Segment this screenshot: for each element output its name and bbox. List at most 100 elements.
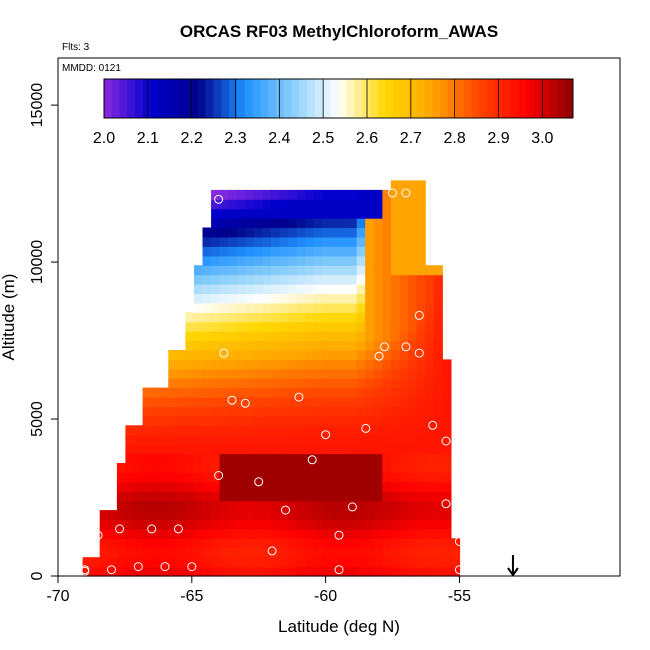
heatmap-cell — [296, 189, 306, 200]
heatmap-cell — [245, 415, 255, 426]
heatmap-cells — [82, 180, 461, 577]
heatmap-cell — [236, 331, 246, 342]
colorbar-swatch — [346, 79, 355, 118]
heatmap-cell — [219, 189, 229, 200]
heatmap-cell — [416, 274, 426, 285]
colorbar-swatch — [229, 79, 238, 118]
heatmap-cell — [253, 453, 264, 464]
heatmap-cell — [125, 566, 135, 577]
heatmap-cell — [202, 312, 212, 323]
heatmap-cell — [433, 500, 443, 511]
heatmap-cell — [348, 415, 358, 426]
heatmap-cell — [236, 227, 246, 238]
sample-point — [133, 562, 143, 572]
heatmap-cell — [228, 331, 238, 342]
heatmap-cell — [194, 481, 204, 492]
heatmap-cell — [416, 557, 426, 568]
heatmap-cell — [348, 236, 358, 247]
heatmap-cell — [348, 481, 358, 492]
heatmap-cell — [219, 444, 229, 455]
heatmap-cell — [271, 236, 281, 247]
heatmap-cell — [271, 519, 281, 530]
heatmap-cell — [211, 284, 221, 294]
heatmap-cell — [279, 274, 289, 285]
heatmap-cell — [262, 199, 272, 210]
heatmap-cell — [253, 227, 264, 238]
heatmap-cell — [382, 387, 392, 398]
heatmap-cell — [253, 208, 264, 219]
heatmap-cell — [416, 434, 426, 445]
heatmap-cell — [168, 444, 178, 455]
heatmap-cell — [339, 538, 349, 549]
heatmap-cell — [305, 547, 315, 558]
heatmap-cell — [390, 547, 401, 558]
heatmap-cell — [322, 189, 332, 200]
heatmap-cell — [176, 538, 186, 549]
heatmap-cell — [313, 274, 323, 285]
heatmap-cell — [408, 425, 418, 436]
heatmap-cell — [373, 255, 383, 266]
heatmap-cell — [416, 481, 426, 492]
heatmap-cell — [236, 510, 246, 521]
heatmap-cell — [425, 510, 435, 521]
heatmap-cell — [159, 463, 169, 473]
heatmap-cell — [142, 547, 152, 558]
heatmap-cell — [168, 463, 178, 473]
heatmap-cell — [253, 387, 264, 398]
heatmap-cell — [271, 284, 281, 294]
heatmap-cell — [373, 246, 383, 257]
heatmap-cell — [185, 547, 195, 558]
heatmap-cell — [365, 350, 375, 360]
heatmap-cell — [253, 312, 264, 323]
heatmap-cell — [373, 472, 383, 483]
heatmap-cell — [125, 528, 135, 539]
heatmap-cell — [408, 236, 418, 247]
heatmap-cell — [433, 312, 443, 323]
heatmap-cell — [305, 227, 315, 238]
heatmap-cell — [339, 274, 349, 285]
colorbar-swatch — [189, 79, 199, 118]
heatmap-cell — [390, 350, 401, 360]
heatmap-cell — [433, 434, 443, 445]
plot-frame — [57, 57, 621, 577]
heatmap-cell — [408, 359, 418, 370]
heatmap-cell — [313, 255, 323, 266]
sample-point — [147, 524, 157, 534]
heatmap-cell — [142, 453, 152, 464]
heatmap-cell — [228, 434, 238, 445]
heatmap-cell — [331, 236, 341, 247]
heatmap-cell — [390, 538, 401, 549]
heatmap-cell — [271, 350, 281, 360]
heatmap-cell — [262, 397, 272, 408]
colorbar-swatch — [322, 79, 332, 118]
heatmap-cell — [399, 236, 409, 247]
heatmap-cell — [322, 547, 332, 558]
heatmap-cell — [365, 199, 375, 210]
colorbar-swatch — [440, 79, 449, 118]
heatmap-cell — [313, 321, 323, 332]
heatmap-cell — [219, 199, 229, 210]
heatmap-cell — [271, 434, 281, 445]
heatmap-cell — [339, 265, 349, 276]
heatmap-cell — [185, 528, 195, 539]
heatmap-cell — [416, 510, 426, 521]
heatmap-cell — [390, 397, 401, 408]
heatmap-cell — [279, 453, 289, 464]
heatmap-cell — [125, 519, 135, 530]
heatmap-cell — [279, 227, 289, 238]
heatmap-cell — [91, 566, 101, 577]
heatmap-cell — [271, 491, 281, 502]
heatmap-cell — [219, 500, 229, 511]
heatmap-cell — [322, 378, 332, 389]
heatmap-cell — [194, 340, 204, 351]
heatmap-cell — [236, 538, 246, 549]
heatmap-cell — [228, 566, 238, 577]
heatmap-cell — [425, 538, 435, 549]
heatmap-cell — [348, 444, 358, 455]
heatmap-cell — [313, 246, 323, 257]
heatmap-cell — [211, 444, 221, 455]
colorbar-tick-label: 2.5 — [312, 130, 334, 147]
heatmap-cell — [185, 500, 195, 511]
heatmap-cell — [176, 557, 186, 568]
heatmap-cell — [176, 510, 186, 521]
